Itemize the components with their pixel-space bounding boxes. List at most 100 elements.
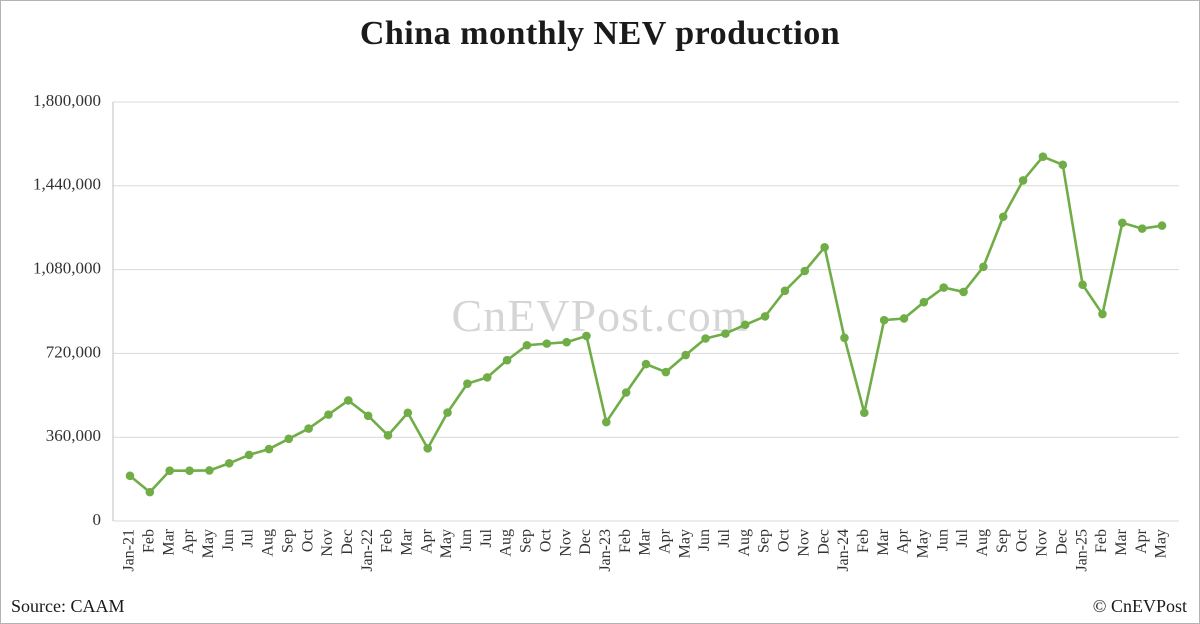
data-point bbox=[1098, 309, 1107, 319]
data-point bbox=[1078, 280, 1087, 290]
data-point bbox=[1018, 176, 1028, 185]
x-tick-label: Sep bbox=[994, 529, 1011, 553]
data-point bbox=[1058, 160, 1068, 170]
series-line bbox=[128, 155, 1164, 494]
data-point bbox=[740, 320, 750, 330]
x-tick-label: Mar bbox=[399, 528, 416, 555]
data-point bbox=[979, 262, 988, 272]
chart-title: China monthly NEV production bbox=[359, 15, 841, 52]
x-tick-label: Nov bbox=[557, 529, 574, 557]
data-point bbox=[463, 379, 472, 388]
x-tick-label: Jul bbox=[716, 528, 733, 547]
y-tick-label: 1,800,000 bbox=[33, 91, 101, 110]
data-point bbox=[780, 286, 790, 296]
x-tick-label: Nov bbox=[319, 529, 336, 557]
data-point bbox=[383, 431, 393, 440]
data-point bbox=[621, 388, 631, 397]
data-point bbox=[760, 312, 770, 321]
x-tick-label: May bbox=[200, 529, 217, 558]
x-tick-label: Aug bbox=[736, 529, 753, 557]
data-point bbox=[244, 450, 254, 460]
x-tick-label: Jan-21 bbox=[121, 529, 138, 572]
x-tick-label: Jan-23 bbox=[597, 529, 614, 572]
x-tick-label: May bbox=[438, 529, 455, 558]
copyright-label: © CnEVPost bbox=[1092, 596, 1187, 616]
data-point bbox=[939, 283, 948, 292]
data-point bbox=[1157, 221, 1167, 230]
x-tick-label: Dec bbox=[577, 529, 594, 555]
x-tick-label: Feb bbox=[141, 529, 158, 553]
data-point bbox=[1137, 224, 1147, 233]
data-point bbox=[224, 458, 234, 468]
data-point bbox=[582, 331, 591, 341]
data-point bbox=[701, 334, 710, 343]
data-point bbox=[661, 367, 671, 377]
data-point bbox=[344, 396, 353, 405]
data-point bbox=[800, 266, 810, 276]
y-tick-label: 1,440,000 bbox=[33, 175, 101, 194]
x-tick-label: May bbox=[915, 529, 932, 558]
data-point bbox=[1118, 218, 1127, 228]
data-point bbox=[919, 297, 929, 307]
x-tick-label: Feb bbox=[617, 529, 634, 553]
data-point bbox=[820, 242, 829, 252]
x-tick-label: Nov bbox=[1034, 529, 1051, 557]
x-tick-label: Oct bbox=[537, 528, 554, 552]
x-tick-label: Sep bbox=[279, 529, 296, 553]
x-tick-label: Aug bbox=[260, 529, 277, 557]
data-point bbox=[403, 408, 413, 418]
x-tick-label: Sep bbox=[518, 529, 535, 553]
x-tick-label: Dec bbox=[1053, 529, 1070, 555]
x-tick-label: Apr bbox=[1133, 528, 1150, 554]
data-point bbox=[482, 373, 492, 382]
data-point bbox=[502, 355, 512, 365]
x-tick-label: Nov bbox=[795, 529, 812, 557]
data-point bbox=[1038, 152, 1048, 162]
data-point bbox=[145, 487, 155, 497]
data-point bbox=[860, 408, 869, 418]
x-tick-label: Dec bbox=[815, 529, 832, 555]
x-tick-label: Sep bbox=[756, 529, 773, 553]
x-tick-label: Dec bbox=[339, 529, 356, 555]
x-tick-label: Jul bbox=[240, 528, 257, 547]
x-tick-label: Jun bbox=[696, 529, 713, 551]
data-point bbox=[542, 339, 552, 348]
data-point bbox=[522, 340, 532, 350]
data-point bbox=[443, 408, 452, 417]
data-point bbox=[562, 337, 571, 347]
data-point bbox=[125, 471, 135, 481]
x-tick-label: Aug bbox=[974, 529, 991, 557]
x-tick-label: Apr bbox=[657, 528, 674, 554]
x-tick-label: Apr bbox=[180, 528, 197, 554]
data-point bbox=[641, 359, 651, 369]
x-tick-label: May bbox=[676, 529, 693, 558]
data-point bbox=[959, 287, 968, 297]
data-point bbox=[602, 417, 611, 427]
data-point bbox=[840, 333, 849, 343]
data-point bbox=[205, 466, 214, 475]
x-tick-label: Jan-22 bbox=[359, 529, 376, 572]
x-tick-label: Jun bbox=[220, 529, 237, 551]
x-tick-label: Oct bbox=[299, 528, 316, 552]
x-tick-label: Apr bbox=[418, 528, 435, 554]
x-tick-label: Jul bbox=[954, 528, 971, 547]
data-point bbox=[899, 314, 909, 323]
x-tick-label: Apr bbox=[895, 528, 912, 554]
source-label: Source: CAAM bbox=[11, 596, 125, 616]
x-tick-label: Jun bbox=[458, 529, 475, 551]
x-tick-label: Oct bbox=[1014, 528, 1031, 552]
data-point bbox=[324, 410, 333, 419]
data-point bbox=[681, 350, 690, 360]
data-point bbox=[423, 444, 432, 453]
y-tick-label: 0 bbox=[93, 510, 102, 529]
x-tick-label: Oct bbox=[776, 528, 793, 552]
x-tick-label: Jan-24 bbox=[835, 529, 852, 572]
x-tick-label: Feb bbox=[855, 529, 872, 553]
y-tick-label: 720,000 bbox=[46, 342, 101, 361]
x-tick-label: Feb bbox=[379, 529, 396, 553]
x-tick-label: May bbox=[1153, 529, 1170, 558]
data-point bbox=[185, 466, 194, 476]
x-tick-label: Jan-25 bbox=[1073, 529, 1090, 572]
